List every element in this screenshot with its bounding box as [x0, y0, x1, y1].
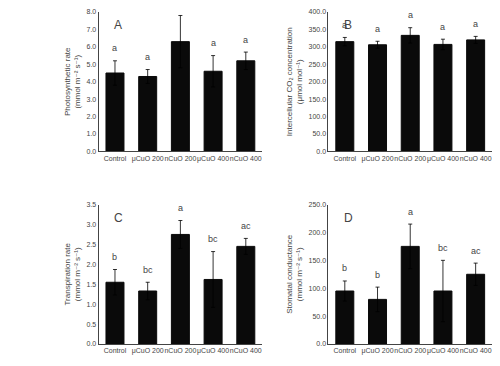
svg-text:μCuO 200: μCuO 200: [361, 155, 393, 163]
svg-text:nCuO 400: nCuO 400: [230, 155, 262, 162]
svg-text:b: b: [375, 270, 380, 280]
svg-text:nCuO 400: nCuO 400: [460, 155, 492, 162]
svg-text:μCuO 400: μCuO 400: [427, 347, 459, 355]
svg-text:C: C: [114, 211, 123, 225]
svg-text:Transpiration rate(mmol m⁻² s⁻: Transpiration rate(mmol m⁻² s⁻¹): [63, 243, 82, 306]
svg-text:a: a: [408, 10, 413, 20]
svg-text:2.0: 2.0: [86, 261, 96, 268]
svg-text:bc: bc: [208, 234, 218, 244]
svg-text:μCuO 400: μCuO 400: [197, 155, 229, 163]
svg-text:6.0: 6.0: [86, 43, 96, 50]
svg-text:100.0: 100.0: [309, 285, 327, 292]
svg-text:5.0: 5.0: [86, 61, 96, 68]
svg-text:3.0: 3.0: [86, 221, 96, 228]
svg-text:3.0: 3.0: [86, 96, 96, 103]
svg-text:B: B: [344, 18, 352, 32]
svg-text:200.0: 200.0: [309, 78, 327, 85]
svg-text:400.0: 400.0: [309, 8, 327, 15]
svg-text:350.0: 350.0: [309, 26, 327, 33]
svg-text:ac: ac: [241, 221, 251, 231]
svg-text:0.0: 0.0: [316, 148, 326, 155]
svg-text:Intercellular CO₂ concentratio: Intercellular CO₂ concentration(μmol mol…: [285, 27, 304, 136]
svg-text:b: b: [112, 252, 117, 262]
svg-text:Stomatal conductance(mmol m⁻²: Stomatal conductance(mmol m⁻² s⁻¹): [285, 234, 304, 314]
svg-text:nCuO 200: nCuO 200: [394, 155, 426, 162]
svg-text:300.0: 300.0: [309, 43, 327, 50]
svg-text:4.0: 4.0: [86, 78, 96, 85]
svg-text:a: a: [408, 207, 413, 217]
svg-text:Control: Control: [104, 347, 127, 354]
svg-text:a: a: [473, 19, 478, 29]
svg-text:8.0: 8.0: [86, 8, 96, 15]
svg-text:ac: ac: [471, 246, 481, 256]
svg-text:nCuO 200: nCuO 200: [164, 155, 196, 162]
svg-text:a: a: [440, 22, 445, 32]
svg-text:μCuO 400: μCuO 400: [197, 347, 229, 355]
svg-text:bc: bc: [143, 265, 153, 275]
svg-text:1.0: 1.0: [86, 301, 96, 308]
svg-text:a: a: [211, 38, 216, 48]
svg-text:a: a: [375, 24, 380, 34]
svg-text:A: A: [114, 18, 122, 32]
svg-text:0.0: 0.0: [86, 340, 96, 347]
svg-text:7.0: 7.0: [86, 26, 96, 33]
svg-text:100.0: 100.0: [309, 113, 327, 120]
svg-text:a: a: [178, 203, 183, 213]
svg-text:250.0: 250.0: [309, 201, 327, 208]
svg-text:50.0: 50.0: [312, 313, 326, 320]
svg-text:150.0: 150.0: [309, 257, 327, 264]
svg-text:a: a: [342, 20, 347, 30]
svg-text:1.0: 1.0: [86, 130, 96, 137]
svg-text:Photosynthetic rate(mmol m⁻² s: Photosynthetic rate(mmol m⁻² s⁻¹): [63, 47, 82, 116]
svg-text:b: b: [342, 263, 347, 273]
svg-text:μCuO 200: μCuO 200: [132, 155, 164, 163]
svg-text:μCuO 400: μCuO 400: [427, 155, 459, 163]
svg-text:250.0: 250.0: [309, 61, 327, 68]
svg-text:nCuO 200: nCuO 200: [394, 347, 426, 354]
svg-text:μCuO 200: μCuO 200: [361, 347, 393, 355]
svg-text:a: a: [145, 52, 150, 62]
svg-text:nCuO 400: nCuO 400: [230, 347, 262, 354]
svg-text:bc: bc: [438, 243, 448, 253]
svg-text:Control: Control: [334, 347, 357, 354]
svg-text:2.5: 2.5: [86, 241, 96, 248]
svg-text:0.0: 0.0: [316, 340, 326, 347]
svg-text:1.5: 1.5: [86, 281, 96, 288]
svg-text:D: D: [344, 211, 353, 225]
svg-text:150.0: 150.0: [309, 96, 327, 103]
svg-text:200.0: 200.0: [309, 229, 327, 236]
svg-text:nCuO 200: nCuO 200: [164, 347, 196, 354]
svg-text:2.0: 2.0: [86, 113, 96, 120]
svg-text:3.5: 3.5: [86, 201, 96, 208]
svg-text:Control: Control: [104, 155, 127, 162]
svg-text:μCuO 200: μCuO 200: [132, 347, 164, 355]
svg-text:0.0: 0.0: [86, 148, 96, 155]
svg-text:Control: Control: [334, 155, 357, 162]
svg-text:a: a: [112, 43, 117, 53]
svg-text:50.0: 50.0: [312, 130, 326, 137]
svg-text:nCuO 400: nCuO 400: [460, 347, 492, 354]
svg-text:a: a: [243, 35, 248, 45]
svg-text:0.5: 0.5: [86, 321, 96, 328]
